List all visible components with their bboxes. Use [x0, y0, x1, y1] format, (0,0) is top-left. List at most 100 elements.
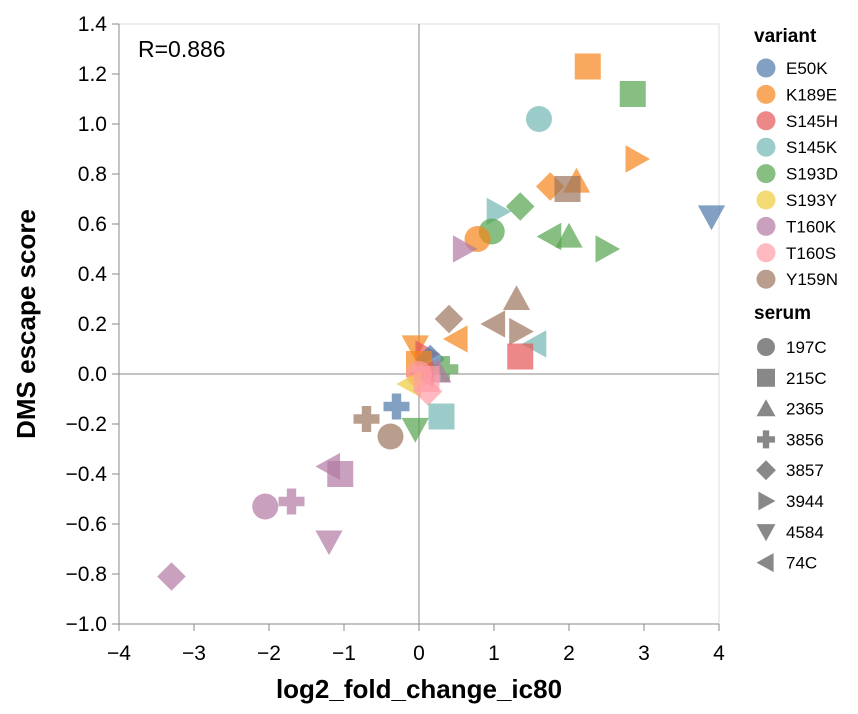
- y-tick-label: 0.0: [78, 363, 107, 386]
- data-point: [278, 488, 305, 515]
- data-points: [157, 53, 726, 591]
- legend-swatch: [756, 190, 776, 210]
- data-point: [536, 222, 562, 251]
- data-point: [507, 343, 534, 370]
- legend-shape-triangle-left: [756, 553, 774, 573]
- data-point: [315, 452, 341, 481]
- data-point: [574, 53, 601, 80]
- y-axis-title: DMS escape score: [11, 209, 41, 439]
- y-tick-label: 1.4: [78, 13, 108, 36]
- data-point: [432, 356, 459, 382]
- y-tick-label: −0.2: [66, 413, 107, 436]
- legend-shape-circle: [757, 338, 775, 356]
- data-point: [509, 317, 534, 346]
- data-point: [452, 235, 478, 263]
- data-point: [383, 393, 410, 420]
- legend-label: S193Y: [786, 191, 837, 210]
- data-point: [353, 406, 380, 432]
- x-tick-label: −3: [182, 642, 206, 665]
- y-tick-label: 1.2: [78, 63, 107, 86]
- legend-label: 2365: [786, 400, 824, 419]
- data-point: [486, 197, 512, 226]
- legend-variant: variant E50K K189E S145H S145K S193D S193Y T16…: [754, 26, 838, 289]
- x-tick-label: −4: [107, 642, 131, 665]
- data-point: [521, 330, 547, 358]
- data-point: [526, 106, 552, 132]
- x-tick-label: 2: [563, 642, 575, 665]
- legend-swatch: [756, 269, 776, 289]
- y-tick-label: 1.0: [78, 113, 107, 136]
- data-point: [505, 192, 535, 221]
- legend-label: 74C: [786, 554, 817, 573]
- data-point: [377, 423, 404, 450]
- legend-swatch: [756, 216, 776, 236]
- legend-label: 4584: [786, 523, 824, 542]
- y-tick-label: 0.6: [78, 213, 107, 236]
- legend-shape-cross: [757, 430, 775, 449]
- legend-swatch: [756, 137, 776, 157]
- legend-serum-title: serum: [754, 303, 811, 324]
- legend-label: 197C: [786, 338, 827, 357]
- x-tick-label: 0: [413, 642, 425, 665]
- data-point: [434, 304, 464, 334]
- legend-label: T160S: [786, 244, 836, 263]
- data-point: [401, 335, 429, 361]
- legend-serum: serum 197C 215C 2365 3856 3857 3944 4584 74C: [754, 303, 827, 573]
- data-point: [315, 530, 343, 556]
- legend-swatch: [756, 164, 776, 184]
- y-tick-label: −0.4: [66, 463, 108, 486]
- y-tick-label: 0.4: [78, 263, 108, 286]
- legend-shape-triangle-down: [756, 524, 776, 542]
- data-point: [480, 310, 506, 338]
- x-axis-title: log2_fold_change_ic80: [276, 674, 562, 704]
- legend-label: T160K: [786, 217, 837, 236]
- x-tick-label: 1: [488, 642, 500, 665]
- x-axis: −4 −3 −2 −1 0 1 2 3 4: [107, 623, 725, 665]
- x-tick-label: 4: [713, 642, 725, 665]
- legend-variant-title: variant: [754, 26, 817, 47]
- data-point: [157, 562, 186, 591]
- y-tick-label: −1.0: [66, 613, 107, 636]
- legend-label: 3857: [786, 461, 824, 480]
- legend-label: Y159N: [786, 270, 838, 289]
- legend-shape-triangle-up: [756, 399, 776, 417]
- legend-label: S145K: [786, 138, 838, 157]
- y-tick-label: 0.2: [78, 313, 107, 336]
- data-point: [619, 81, 646, 107]
- legend-label: 3856: [786, 430, 824, 449]
- legend-label: K189E: [786, 85, 837, 104]
- correlation-annotation: R=0.886: [138, 36, 226, 62]
- y-axis: −1.0 −0.8 −0.6 −0.4 −0.2 0.0 0.2 0.4 0.6 0.8 1.0 1.…: [66, 13, 120, 636]
- legend-label: S193D: [786, 165, 838, 184]
- data-point: [595, 235, 621, 263]
- legend-shape-square: [757, 368, 775, 387]
- x-tick-label: −2: [257, 642, 281, 665]
- x-tick-label: 3: [638, 642, 650, 665]
- legend-shape-diamond: [756, 460, 776, 481]
- data-point: [252, 493, 279, 520]
- data-point: [401, 417, 429, 443]
- legend-label: E50K: [786, 59, 828, 78]
- reference-lines: [119, 24, 719, 624]
- legend-swatch: [756, 84, 776, 104]
- legend-swatch: [756, 111, 776, 131]
- data-point: [442, 325, 468, 353]
- data-point: [625, 145, 651, 173]
- legend-label: 215C: [786, 369, 827, 388]
- y-tick-label: −0.8: [66, 563, 107, 586]
- x-tick-label: −1: [332, 642, 356, 665]
- legend-shape-triangle-right: [758, 491, 776, 511]
- data-point: [697, 205, 726, 231]
- legend-label: 3944: [786, 492, 824, 511]
- legend-label: S145H: [786, 112, 838, 131]
- y-tick-label: −0.6: [66, 513, 107, 536]
- data-point: [554, 176, 581, 202]
- data-point: [555, 222, 583, 248]
- data-point: [428, 403, 455, 430]
- legend-swatch: [756, 58, 776, 78]
- data-point: [413, 377, 443, 406]
- y-tick-label: 0.8: [78, 163, 107, 186]
- legend-swatch: [756, 243, 776, 263]
- data-point: [502, 285, 531, 310]
